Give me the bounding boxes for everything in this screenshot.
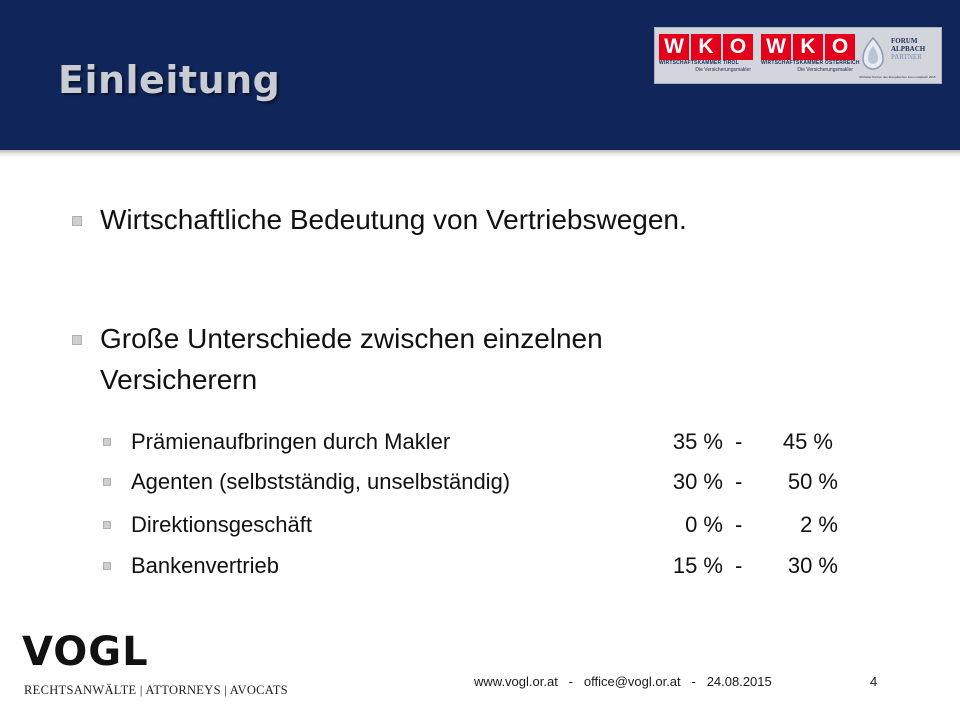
header-divider bbox=[0, 150, 960, 158]
slide-title: Einleitung bbox=[58, 58, 281, 102]
wko-oesterreich-logo: W K O WIRTSCHAFTSKAMMER ÖSTERREICH Die V… bbox=[761, 34, 860, 73]
vogl-logo: VOGL bbox=[22, 629, 149, 675]
footer-contact: www.vogl.or.at - office@vogl.or.at - 24.… bbox=[474, 674, 772, 689]
wko-tirol-logo: W K O WIRTSCHAFTSKAMMER TIROL Die Versic… bbox=[659, 34, 753, 73]
page-number: 4 bbox=[870, 674, 878, 689]
footer-website: www.vogl.or.at bbox=[474, 674, 558, 689]
bullet-square-icon bbox=[72, 335, 82, 345]
bullet-square-icon bbox=[103, 521, 111, 529]
forum-alpbach-icon bbox=[862, 36, 884, 70]
bullet-square-icon bbox=[103, 438, 111, 446]
share-row-banken: Bankenvertrieb 15 % - 30 % bbox=[103, 551, 863, 581]
bullet-square-icon bbox=[103, 562, 111, 570]
bullet-square-icon bbox=[103, 478, 111, 486]
bullet-square-icon bbox=[72, 216, 82, 226]
share-row-agenten: Agenten (selbstständig, unselbständig) 3… bbox=[103, 467, 863, 497]
forum-alpbach-text: FORUM ALPBACH PARTNER bbox=[891, 37, 926, 61]
share-row-direktion: Direktionsgeschäft 0 % - 2 % bbox=[103, 510, 863, 540]
forum-partner-note: Offizieller Partner des Europäischen For… bbox=[859, 75, 936, 79]
partner-logos: W K O WIRTSCHAFTSKAMMER TIROL Die Versic… bbox=[654, 27, 942, 84]
footer-email: office@vogl.or.at bbox=[583, 674, 681, 689]
footer-date: 24.08.2015 bbox=[706, 674, 772, 689]
vogl-logo-subtitle: RECHTSANWÄLTE | ATTORNEYS | AVOCATS bbox=[24, 683, 288, 697]
share-row-makler: Prämienaufbringen durch Makler 35 % - 45… bbox=[103, 427, 863, 457]
